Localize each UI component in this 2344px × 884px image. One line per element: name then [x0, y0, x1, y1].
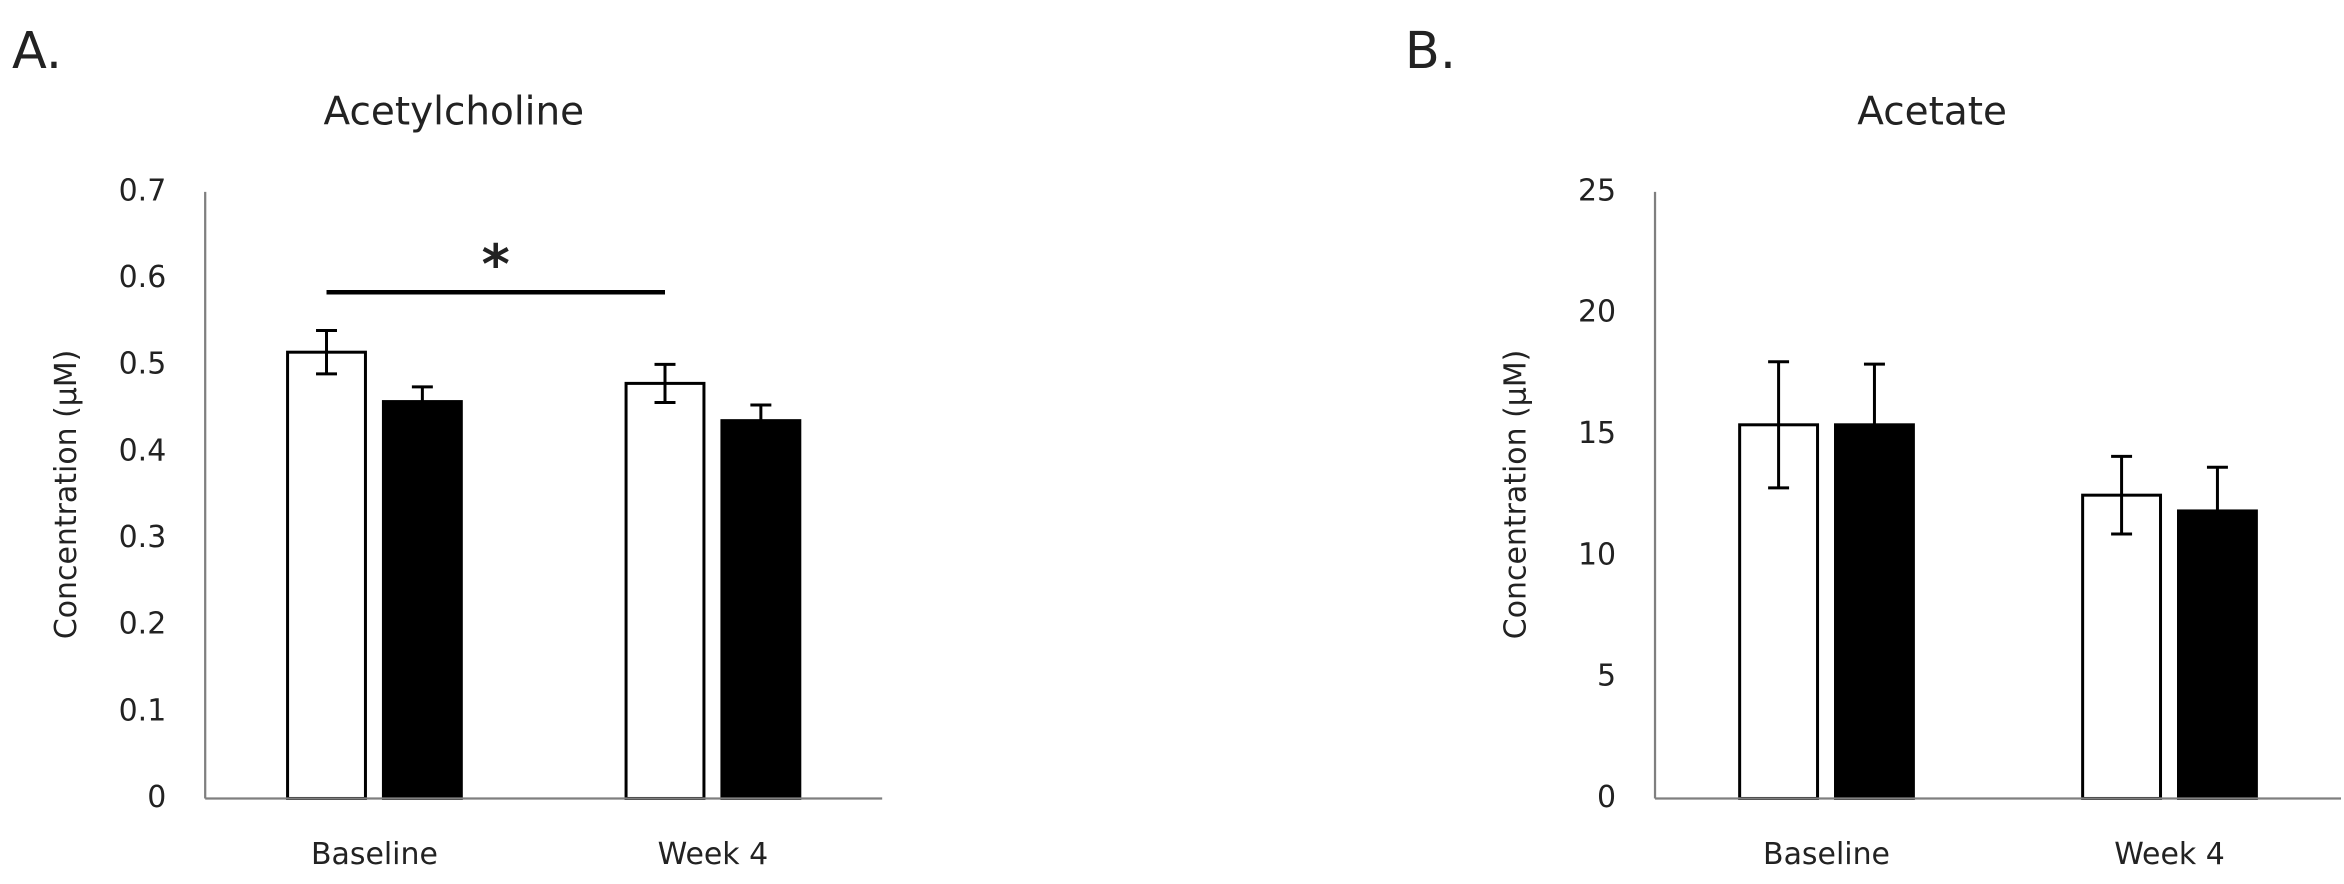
error-bar: [1768, 360, 1790, 490]
error-bar: [1863, 362, 1885, 487]
bar: [2081, 493, 2163, 800]
y-axis-title: Concentration (μM): [1499, 350, 1534, 640]
chart-title: Acetate: [1857, 89, 2007, 134]
y-tick-label: 0.1: [119, 693, 167, 728]
y-tick-label: 0: [1597, 780, 1616, 815]
x-tick-label: Week 4: [2114, 837, 2225, 872]
error-bar: [2111, 454, 2133, 536]
significance-mark: *: [482, 233, 510, 296]
x-tick-label: Week 4: [658, 837, 769, 872]
y-tick-label: 0.6: [119, 260, 167, 295]
error-bar: [316, 329, 337, 376]
y-tick-label: 0.5: [119, 347, 167, 382]
bar: [720, 419, 802, 800]
y-tick-label: 5: [1597, 659, 1616, 694]
bar: [381, 400, 463, 800]
chart-title: Acetylcholine: [324, 89, 585, 134]
panel-label: A.: [12, 22, 62, 81]
y-tick-label: 0.7: [119, 173, 167, 208]
y-tick-label: 15: [1578, 416, 1616, 451]
y-tick-label: 0.2: [119, 607, 167, 642]
y-tick-label: 20: [1578, 295, 1616, 330]
x-tick-label: Baseline: [311, 837, 438, 872]
panel-label: B.: [1405, 22, 1456, 81]
y-tick-label: 25: [1578, 173, 1616, 208]
y-tick-label: 0: [147, 780, 166, 815]
y-tick-label: 0.4: [119, 433, 167, 468]
error-bar: [654, 362, 676, 404]
error-bar: [2206, 465, 2228, 557]
y-tick-label: 0.3: [119, 520, 167, 555]
bar: [624, 381, 706, 800]
error-bar: [411, 385, 433, 418]
error-bar: [750, 403, 772, 438]
x-tick-label: Baseline: [1763, 837, 1890, 872]
y-axis-title: Concentration (μM): [49, 350, 84, 640]
bar: [286, 350, 367, 800]
y-tick-label: 10: [1578, 537, 1616, 572]
